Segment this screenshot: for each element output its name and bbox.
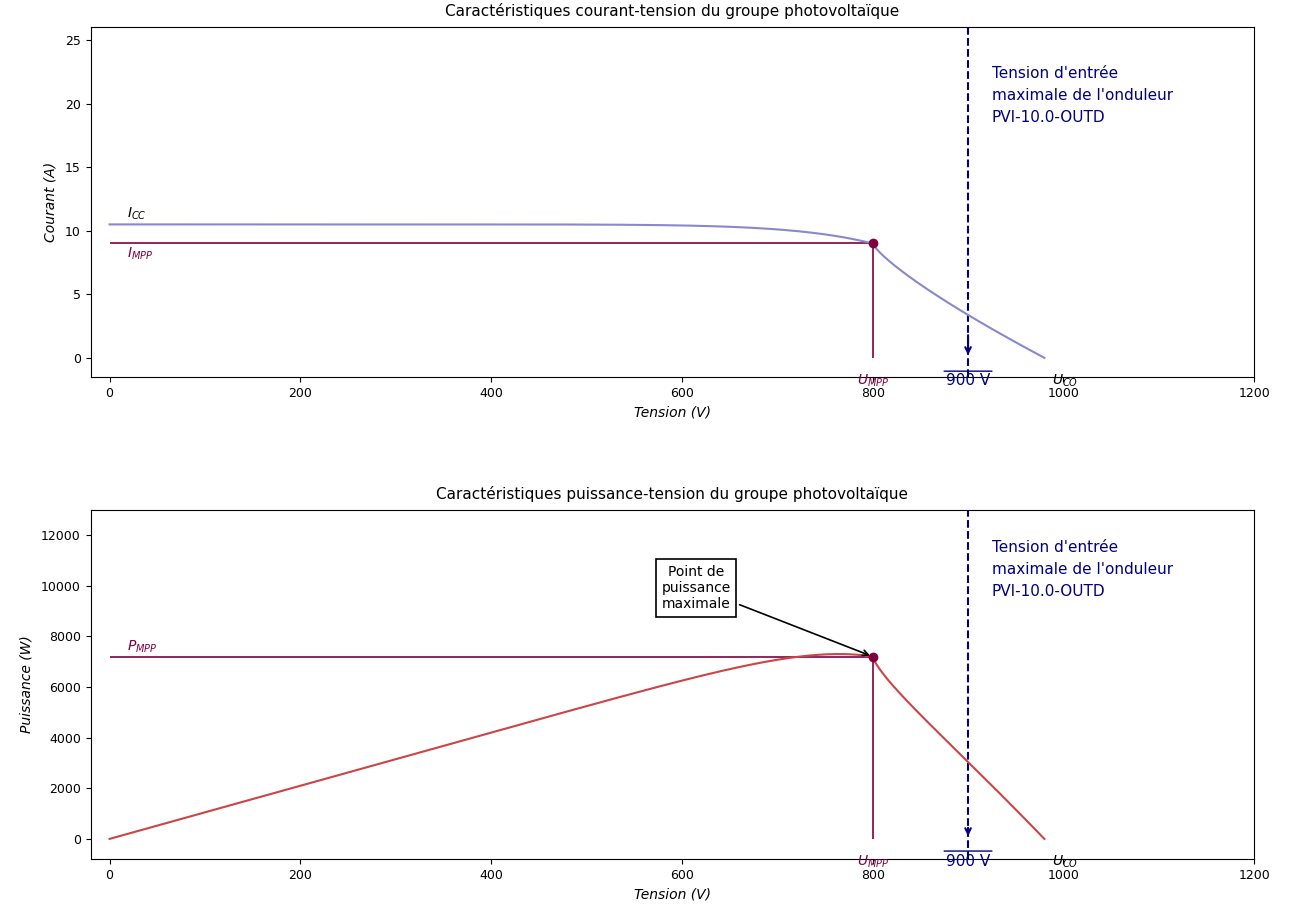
X-axis label: Tension (V): Tension (V) — [634, 405, 711, 420]
Text: $P_{MPP}$: $P_{MPP}$ — [127, 638, 158, 654]
Y-axis label: Courant (A): Courant (A) — [44, 162, 58, 242]
X-axis label: Tension (V): Tension (V) — [634, 887, 711, 901]
Y-axis label: Puissance (W): Puissance (W) — [19, 635, 34, 733]
Text: $I_{MPP}$: $I_{MPP}$ — [127, 246, 153, 262]
Text: Tension d'entrée
maximale de l'onduleur
PVI-10.0-OUTD: Tension d'entrée maximale de l'onduleur … — [992, 66, 1173, 125]
Text: 900 V: 900 V — [946, 854, 990, 869]
Title: Caractéristiques courant-tension du groupe photovoltaïque: Caractéristiques courant-tension du grou… — [445, 4, 900, 19]
Text: $U_{MPP}$: $U_{MPP}$ — [856, 854, 888, 870]
Text: $U_{CO}$: $U_{CO}$ — [1053, 373, 1078, 389]
Text: 900 V: 900 V — [946, 373, 990, 388]
Text: $I_{CC}$: $I_{CC}$ — [127, 206, 146, 222]
Text: $U_{CO}$: $U_{CO}$ — [1053, 854, 1078, 870]
Text: Point de
puissance
maximale: Point de puissance maximale — [662, 565, 869, 655]
Text: $U_{MPP}$: $U_{MPP}$ — [856, 373, 888, 389]
Text: Tension d'entrée
maximale de l'onduleur
PVI-10.0-OUTD: Tension d'entrée maximale de l'onduleur … — [992, 540, 1173, 600]
Title: Caractéristiques puissance-tension du groupe photovoltaïque: Caractéristiques puissance-tension du gr… — [436, 485, 909, 502]
